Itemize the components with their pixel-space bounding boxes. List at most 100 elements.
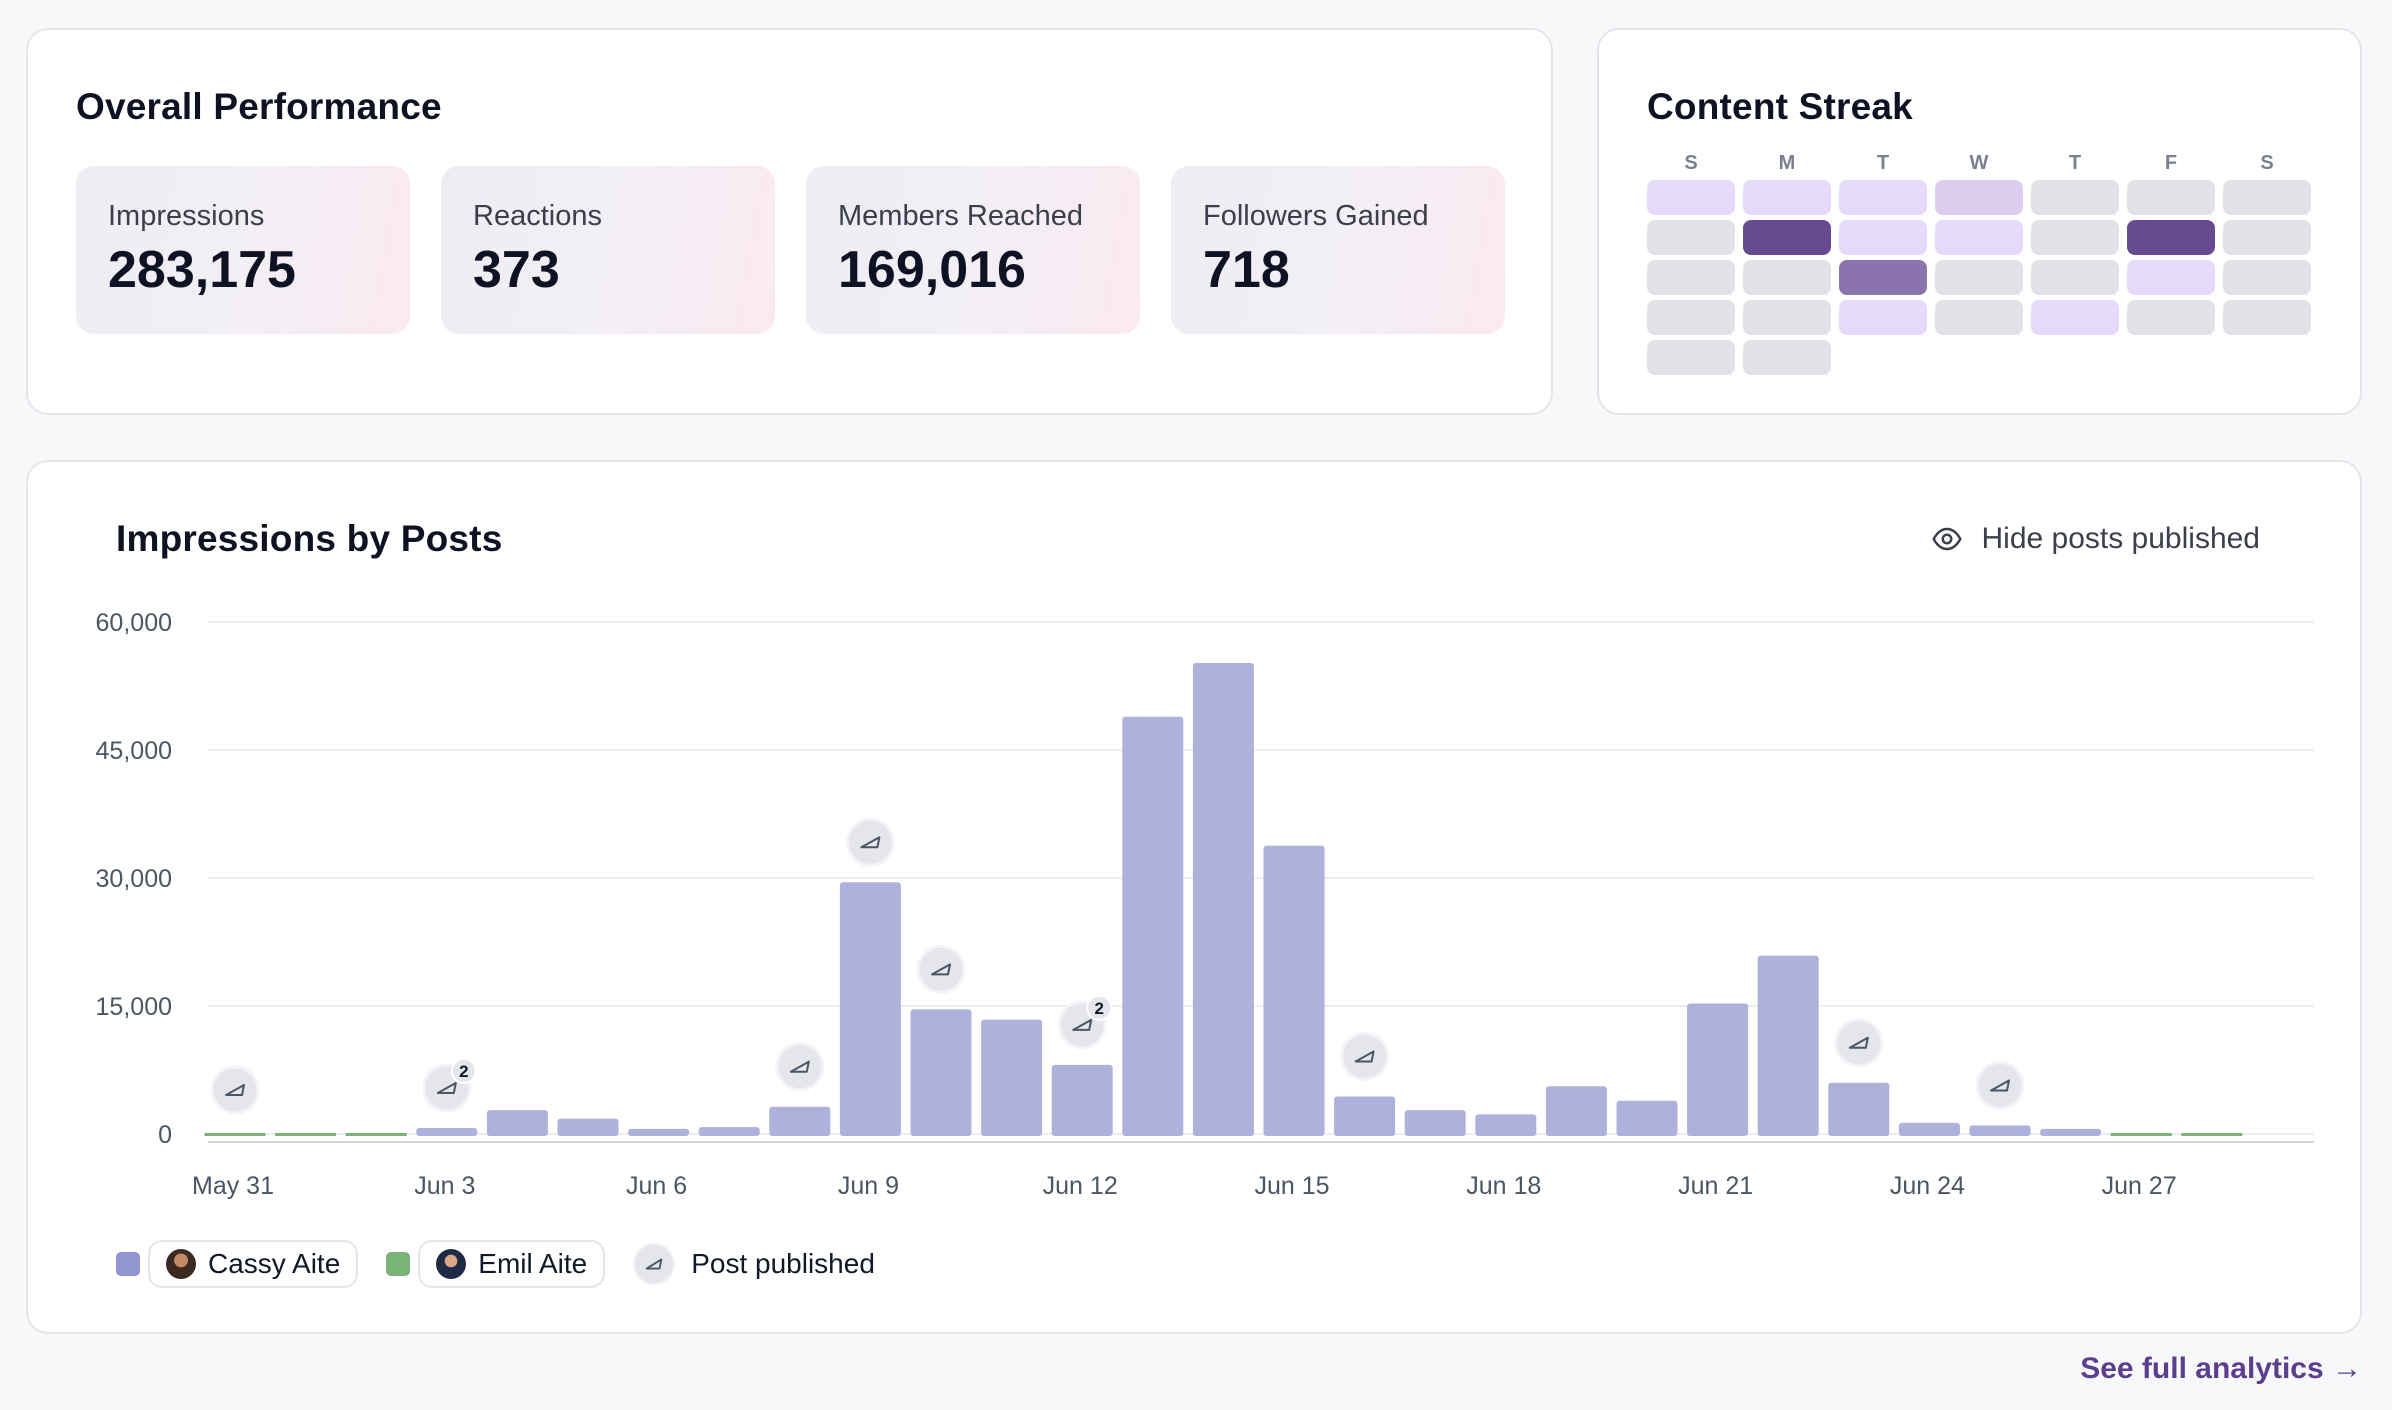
streak-day-label: M xyxy=(1778,152,1796,174)
metric-impressions: Impressions 283,175 xyxy=(76,166,410,334)
overall-performance-title: Overall Performance xyxy=(76,86,442,127)
streak-day-label: T xyxy=(1876,152,1890,174)
metric-label: Followers Gained xyxy=(1203,200,1429,232)
streak-day-cell[interactable] xyxy=(1839,180,1927,215)
streak-day-cell[interactable] xyxy=(1935,220,2023,255)
streak-day-cell[interactable] xyxy=(1743,340,1831,375)
bar-cassy-aite xyxy=(839,882,901,1136)
streak-day-cell[interactable] xyxy=(1647,300,1735,335)
bar-cassy-aite xyxy=(698,1127,760,1136)
streak-day-cell[interactable] xyxy=(1647,340,1735,375)
streak-day-cell[interactable] xyxy=(2127,220,2215,255)
hide-posts-toggle[interactable]: Hide posts published xyxy=(1931,522,2260,556)
metric-label: Impressions xyxy=(108,200,265,232)
post-published-glyph xyxy=(789,1060,810,1073)
bar-cassy-aite xyxy=(2040,1128,2102,1136)
metric-value: 169,016 xyxy=(838,241,1026,299)
metric-members-reached: Members Reached 169,016 xyxy=(806,166,1140,334)
metric-label: Reactions xyxy=(473,200,602,232)
legend-item-cassy[interactable]: Cassy Aite xyxy=(148,1240,359,1288)
y-tick-label: 0 xyxy=(158,1121,172,1149)
streak-day-label: T xyxy=(2068,152,2082,174)
bar-cassy-aite xyxy=(1263,845,1325,1136)
impressions-bar-chart: 0 15,000 30,000 45,000 60,000 May 31 Jun 3 Jun … xyxy=(96,609,2314,1200)
streak-day-label: W xyxy=(1969,152,1989,174)
metric-reactions: Reactions 373 xyxy=(441,166,775,334)
bar-emil-aite xyxy=(345,1133,407,1136)
streak-day-cell[interactable] xyxy=(2127,300,2215,335)
bar-emil-aite xyxy=(2181,1133,2243,1136)
streak-day-cell[interactable] xyxy=(2031,180,2119,215)
post-count-label: 2 xyxy=(1094,999,1103,1018)
streak-day-cell[interactable] xyxy=(1647,260,1735,295)
metric-value: 718 xyxy=(1203,241,1290,299)
bar-cassy-aite xyxy=(981,1019,1043,1136)
bar-cassy-aite xyxy=(416,1128,478,1136)
streak-day-cell[interactable] xyxy=(1647,180,1735,215)
bar-cassy-aite xyxy=(910,1009,972,1136)
streak-day-cell[interactable] xyxy=(1935,180,2023,215)
bar-cassy-aite xyxy=(1051,1064,1113,1136)
post-published-glyph xyxy=(860,836,881,849)
x-tick-label: Jun 18 xyxy=(1466,1172,1541,1200)
streak-day-cell[interactable] xyxy=(1839,220,1927,255)
bar-cassy-aite xyxy=(557,1118,619,1136)
streak-day-cell[interactable] xyxy=(1839,260,1927,295)
y-tick-label: 30,000 xyxy=(96,865,172,893)
x-tick-label: Jun 21 xyxy=(1678,1172,1753,1200)
streak-day-cell[interactable] xyxy=(1743,260,1831,295)
streak-day-cell[interactable] xyxy=(2031,220,2119,255)
streak-day-cell[interactable] xyxy=(2127,260,2215,295)
overall-performance-card: Overall Performance Impressions 283,175 … xyxy=(26,28,1553,415)
eye-icon xyxy=(1932,527,1963,551)
post-published-glyph xyxy=(1990,1079,2010,1092)
content-streak-card: Content Streak S M T W T F S xyxy=(1597,28,2362,415)
metric-followers-gained: Followers Gained 718 xyxy=(1171,166,1505,334)
bar-cassy-aite xyxy=(1757,955,1819,1136)
streak-day-cell[interactable] xyxy=(1839,300,1927,335)
streak-day-cell[interactable] xyxy=(1935,260,2023,295)
metric-value: 283,175 xyxy=(108,241,296,299)
metric-value: 373 xyxy=(473,241,560,299)
post-published-glyph xyxy=(1354,1050,1375,1063)
hide-posts-label: Hide posts published xyxy=(1981,522,2260,555)
legend-item-emil[interactable]: Emil Aite xyxy=(418,1240,606,1288)
bar-cassy-aite xyxy=(1969,1125,2031,1136)
streak-day-cell[interactable] xyxy=(2223,220,2311,255)
streak-day-cell[interactable] xyxy=(1935,300,2023,335)
streak-day-cell[interactable] xyxy=(1743,300,1831,335)
streak-day-cell[interactable] xyxy=(1743,220,1831,255)
post-count-badge xyxy=(1086,994,1113,1021)
streak-day-label: S xyxy=(1684,152,1698,174)
streak-day-cell[interactable] xyxy=(2223,300,2311,335)
bar-cassy-aite xyxy=(1192,662,1254,1136)
streak-day-cell[interactable] xyxy=(2223,260,2311,295)
avatar xyxy=(436,1249,467,1279)
bar-cassy-aite xyxy=(1475,1114,1537,1136)
legend-label: Emil Aite xyxy=(478,1248,588,1279)
post-published-glyph xyxy=(1072,1018,1093,1031)
post-published-glyph xyxy=(436,1082,457,1095)
streak-day-cell[interactable] xyxy=(2127,180,2215,215)
bar-cassy-aite xyxy=(1616,1100,1678,1136)
post-published-glyph xyxy=(225,1084,245,1096)
streak-day-cell[interactable] xyxy=(2031,260,2119,295)
bar-cassy-aite xyxy=(1334,1096,1396,1136)
streak-day-cell[interactable] xyxy=(1647,220,1735,255)
legend-swatch-cassy xyxy=(116,1252,140,1276)
chart-legend: Cassy Aite Emil Aite Post published xyxy=(116,1240,875,1288)
post-count-badge xyxy=(450,1058,477,1085)
bar-cassy-aite xyxy=(1122,716,1184,1136)
streak-day-label: F xyxy=(2164,152,2178,174)
bar-cassy-aite xyxy=(628,1128,690,1136)
metric-label: Members Reached xyxy=(838,200,1083,232)
streak-day-cell[interactable] xyxy=(2223,180,2311,215)
impressions-chart-title: Impressions by Posts xyxy=(116,518,503,559)
post-count-label: 2 xyxy=(459,1062,468,1081)
streak-day-cell[interactable] xyxy=(2031,300,2119,335)
x-tick-label: Jun 27 xyxy=(2102,1172,2177,1200)
see-full-analytics-link[interactable]: See full analytics → xyxy=(2080,1352,2362,1385)
legend-swatch-emil xyxy=(386,1252,411,1276)
legend-label: Post published xyxy=(691,1248,875,1279)
streak-day-cell[interactable] xyxy=(1743,180,1831,215)
